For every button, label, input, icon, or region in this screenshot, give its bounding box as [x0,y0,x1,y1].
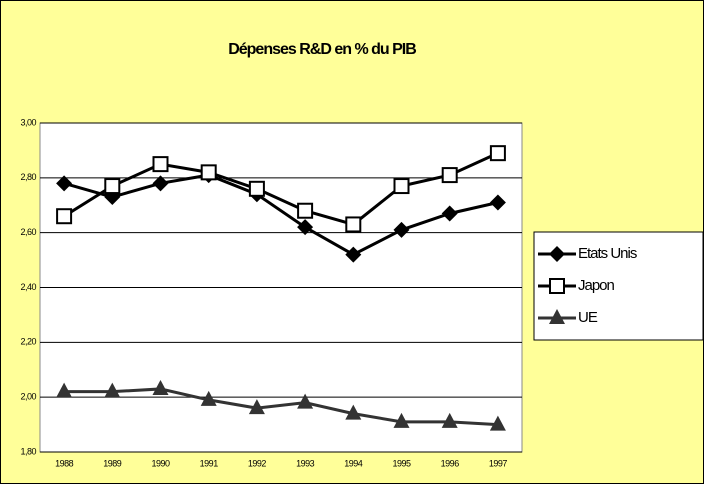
y-tick-label: 3,00 [20,117,36,127]
y-tick-label: 2,00 [20,392,36,402]
y-tick-label: 2,20 [20,337,36,347]
marker-square [200,164,217,181]
x-tick-label: 1989 [103,458,122,468]
x-tick-label: 1994 [344,458,363,468]
y-tick-label: 2,40 [20,282,36,292]
marker-square [345,216,362,233]
marker-triangle [441,412,458,428]
marker-square [441,167,458,184]
legend-label: Etats Unis [578,245,637,262]
marker-triangle [297,393,314,409]
series-line [63,173,499,257]
marker-diamond [56,175,73,192]
marker-diamond [297,219,314,236]
y-tick-label: 2,80 [20,172,36,182]
x-tick-label: 1996 [441,458,460,468]
x-tick-label: 1988 [55,458,74,468]
marker-triangle [56,382,73,398]
marker-square [56,208,73,225]
x-tick-label: 1992 [248,458,267,468]
x-tick-label: 1993 [296,458,315,468]
x-tick-label: 1990 [151,458,170,468]
y-tick-label: 1,80 [20,446,36,456]
marker-diamond [393,221,410,238]
marker-triangle [104,382,121,398]
marker-triangle [345,404,362,420]
series-line [63,151,499,227]
marker-diamond [152,175,169,192]
marker-square [489,145,506,162]
marker-square [248,180,265,197]
marker-triangle [200,390,217,406]
marker-square [152,156,169,173]
legend-label: Japon [578,277,615,294]
marker-diamond [549,246,565,262]
marker-square [393,178,410,195]
series-line [64,387,498,427]
marker-triangle [393,412,410,428]
marker-diamond [345,246,362,263]
chart-title: Dépenses R&D en % du PIB [228,41,416,58]
marker-diamond [489,194,506,211]
x-tick-label: 1991 [200,458,219,468]
marker-square [549,278,565,294]
marker-square [297,202,314,219]
x-tick-label: 1995 [392,458,411,468]
marker-triangle [248,399,265,415]
marker-triangle [152,379,169,395]
y-tick-label: 2,60 [20,227,36,237]
marker-diamond [441,205,458,222]
legend-label: UE [578,309,598,326]
x-tick-label: 1997 [489,458,508,468]
marker-triangle [489,415,506,431]
marker-square [104,178,121,195]
marker-triangle [549,309,565,324]
